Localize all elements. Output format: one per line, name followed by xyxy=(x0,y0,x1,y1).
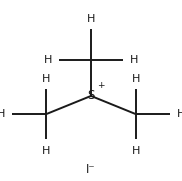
Text: H: H xyxy=(42,74,51,84)
Text: H: H xyxy=(131,146,140,156)
Text: I⁻: I⁻ xyxy=(86,163,96,176)
Text: H: H xyxy=(131,74,140,84)
Text: +: + xyxy=(97,81,105,90)
Text: H: H xyxy=(42,146,51,156)
Text: H: H xyxy=(130,55,138,65)
Text: H: H xyxy=(87,14,95,24)
Text: S: S xyxy=(87,89,95,102)
Text: H: H xyxy=(44,55,52,65)
Text: H: H xyxy=(0,109,5,119)
Text: H: H xyxy=(177,109,182,119)
